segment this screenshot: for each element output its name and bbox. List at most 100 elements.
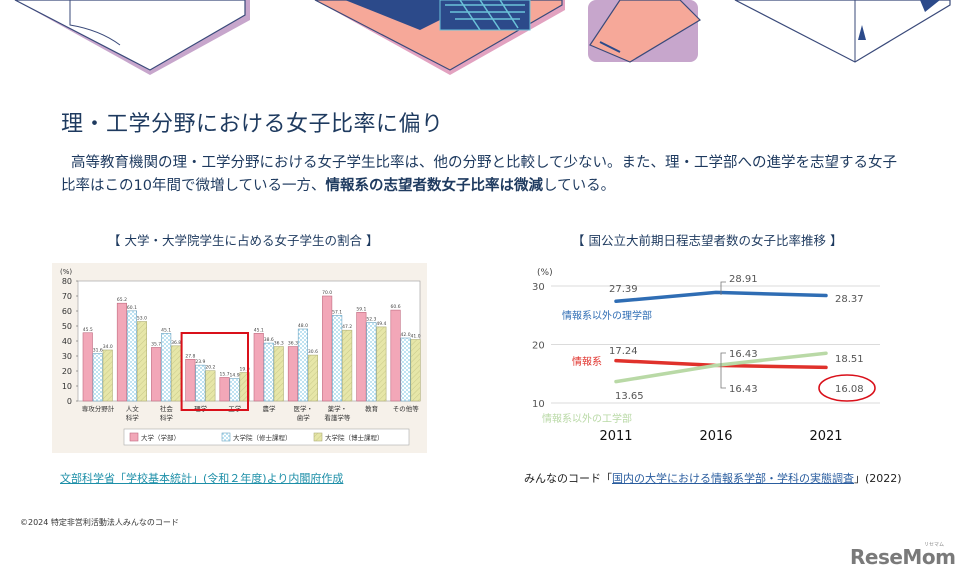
svg-text:情報系: 情報系 [572, 355, 602, 368]
svg-text:42.0: 42.0 [401, 332, 411, 338]
svg-text:専攻分野計: 専攻分野計 [82, 404, 115, 413]
svg-text:35.7: 35.7 [151, 341, 161, 347]
svg-text:49.4: 49.4 [376, 321, 386, 327]
line-chart: (%) 10 20 30 27.39 28.91 28.37 17.24 16.43 18.51 1… [532, 268, 880, 444]
svg-text:20: 20 [532, 341, 545, 352]
svg-text:科学: 科学 [126, 413, 140, 422]
svg-text:2011: 2011 [599, 429, 632, 444]
svg-text:工学: 工学 [228, 404, 242, 413]
svg-text:70.0: 70.0 [322, 290, 332, 296]
svg-text:歯学: 歯学 [297, 413, 311, 422]
book-icon [14, 0, 250, 75]
svg-text:38.6: 38.6 [264, 337, 274, 343]
svg-text:36.8: 36.8 [171, 340, 181, 346]
bar-chart: (%) 0 10 20 30 40 50 60 70 80 45.5 31.634.0 専攻分野計 65.… [60, 268, 421, 446]
bar-chart-caption: 【 大学・大学院学生に占める女子学生の割合 】 [108, 233, 379, 248]
svg-text:大学（学部）: 大学（学部） [141, 433, 180, 442]
svg-text:人文: 人文 [126, 404, 140, 413]
svg-text:34.0: 34.0 [103, 344, 113, 350]
svg-text:45.1: 45.1 [161, 327, 171, 333]
svg-text:17.24: 17.24 [609, 346, 638, 357]
svg-text:45.1: 45.1 [254, 327, 264, 333]
line-chart-source-link[interactable]: 国内の大学における情報系学部・学科の実態調査 [612, 472, 854, 485]
svg-text:16.08: 16.08 [835, 384, 864, 395]
svg-text:18.51: 18.51 [835, 354, 864, 365]
svg-text:13.65: 13.65 [615, 391, 644, 402]
svg-text:80: 80 [62, 277, 72, 286]
svg-text:理学: 理学 [194, 404, 208, 413]
svg-text:大学院（修士課程）: 大学院（修士課程） [233, 433, 292, 442]
svg-text:看護学等: 看護学等 [324, 413, 351, 422]
svg-text:50: 50 [62, 322, 72, 331]
svg-text:医学・: 医学・ [293, 404, 313, 413]
svg-text:薬学・: 薬学・ [328, 404, 348, 413]
svg-text:19.0: 19.0 [240, 367, 250, 373]
svg-text:その他等: その他等 [393, 404, 420, 413]
svg-text:2021: 2021 [809, 429, 842, 444]
svg-text:(%): (%) [537, 268, 553, 278]
svg-text:30: 30 [532, 282, 545, 293]
line-chart-panel: (%) 10 20 30 27.39 28.91 28.37 17.24 16.43 18.51 1… [525, 262, 915, 450]
svg-text:14.9: 14.9 [230, 373, 240, 379]
svg-text:30.6: 30.6 [308, 349, 318, 355]
svg-text:10: 10 [532, 399, 545, 410]
line-chart-source: みんなのコード「国内の大学における情報系学部・学科の実態調査」(2022) [524, 470, 902, 486]
svg-text:41.0: 41.0 [411, 334, 421, 340]
svg-text:27.8: 27.8 [185, 353, 195, 359]
svg-text:60.1: 60.1 [127, 305, 137, 311]
svg-text:情報系以外の工学部: 情報系以外の工学部 [542, 412, 632, 425]
svg-text:28.37: 28.37 [835, 294, 864, 305]
svg-text:36.3: 36.3 [274, 341, 284, 347]
laptop-icon [314, 0, 565, 75]
svg-text:60: 60 [62, 307, 72, 316]
source-prefix: みんなのコード「 [524, 472, 612, 485]
svg-text:(%): (%) [60, 268, 72, 276]
svg-text:20.2: 20.2 [205, 365, 215, 371]
svg-text:57.1: 57.1 [332, 309, 342, 315]
svg-text:農学: 農学 [263, 404, 277, 413]
svg-text:30: 30 [62, 352, 72, 361]
svg-text:科学: 科学 [160, 413, 174, 422]
svg-text:15.7: 15.7 [220, 371, 230, 377]
header-illustration [14, 0, 951, 75]
svg-text:情報系以外の理学部: 情報系以外の理学部 [562, 309, 652, 322]
svg-text:65.2: 65.2 [117, 297, 127, 303]
source-suffix: 」(2022) [854, 472, 902, 485]
bar-chart-panel: (%) 0 10 20 30 40 50 60 70 80 45.5 31.6 34.0 専攻分野計 65.… [52, 263, 427, 453]
svg-text:53.0: 53.0 [137, 316, 147, 322]
svg-text:20: 20 [62, 367, 72, 376]
phone-icon [588, 0, 701, 63]
svg-text:31.6: 31.6 [93, 348, 103, 354]
svg-text:70: 70 [62, 292, 72, 301]
resemom-logo: ReseMom [850, 545, 956, 569]
page-title: 理・工学分野における女子比率に偏り [61, 112, 444, 137]
resemom-logo-kana: リセマム [924, 542, 945, 548]
svg-text:大学院（博士課程）: 大学院（博士課程） [325, 433, 384, 442]
lead-paragraph: 高等教育機関の理・工学分野における女子学生比率は、他の分野と比較して少ない。また… [61, 152, 901, 198]
svg-text:48.0: 48.0 [298, 323, 308, 329]
svg-text:52.3: 52.3 [366, 317, 376, 323]
svg-text:23.9: 23.9 [195, 359, 205, 365]
line-chart-caption: 【 国公立大前期日程志望者数の女子比率推移 】 [572, 233, 843, 248]
lead-text-end: している。 [543, 178, 616, 194]
bar-chart-source-link[interactable]: 文部科学省「学校基本統計」(令和２年度)より内閣府作成 [60, 472, 344, 485]
lead-emphasis: 情報系の志望者数女子比率は微減 [325, 178, 544, 194]
lead-text: 高等教育機関の理・工学分野における女子学生比率は、他の分野と比較して少ない。また… [61, 155, 898, 194]
svg-text:60.6: 60.6 [391, 304, 401, 310]
svg-text:36.3: 36.3 [288, 341, 298, 347]
svg-text:45.5: 45.5 [83, 327, 93, 333]
svg-text:27.39: 27.39 [609, 284, 638, 295]
box-icon [734, 0, 951, 63]
svg-text:28.91: 28.91 [729, 274, 758, 285]
svg-text:教育: 教育 [365, 404, 379, 413]
svg-text:16.43: 16.43 [729, 349, 758, 360]
svg-text:16.43: 16.43 [729, 384, 758, 395]
svg-text:10: 10 [62, 382, 72, 391]
svg-text:59.1: 59.1 [356, 306, 366, 312]
svg-text:47.2: 47.2 [342, 324, 352, 330]
copyright: ©2024 特定非営利活動法人みんなのコード [20, 518, 179, 527]
svg-text:40: 40 [62, 337, 72, 346]
svg-text:0: 0 [67, 397, 72, 406]
svg-text:社会: 社会 [160, 404, 174, 413]
svg-text:2016: 2016 [699, 429, 732, 444]
